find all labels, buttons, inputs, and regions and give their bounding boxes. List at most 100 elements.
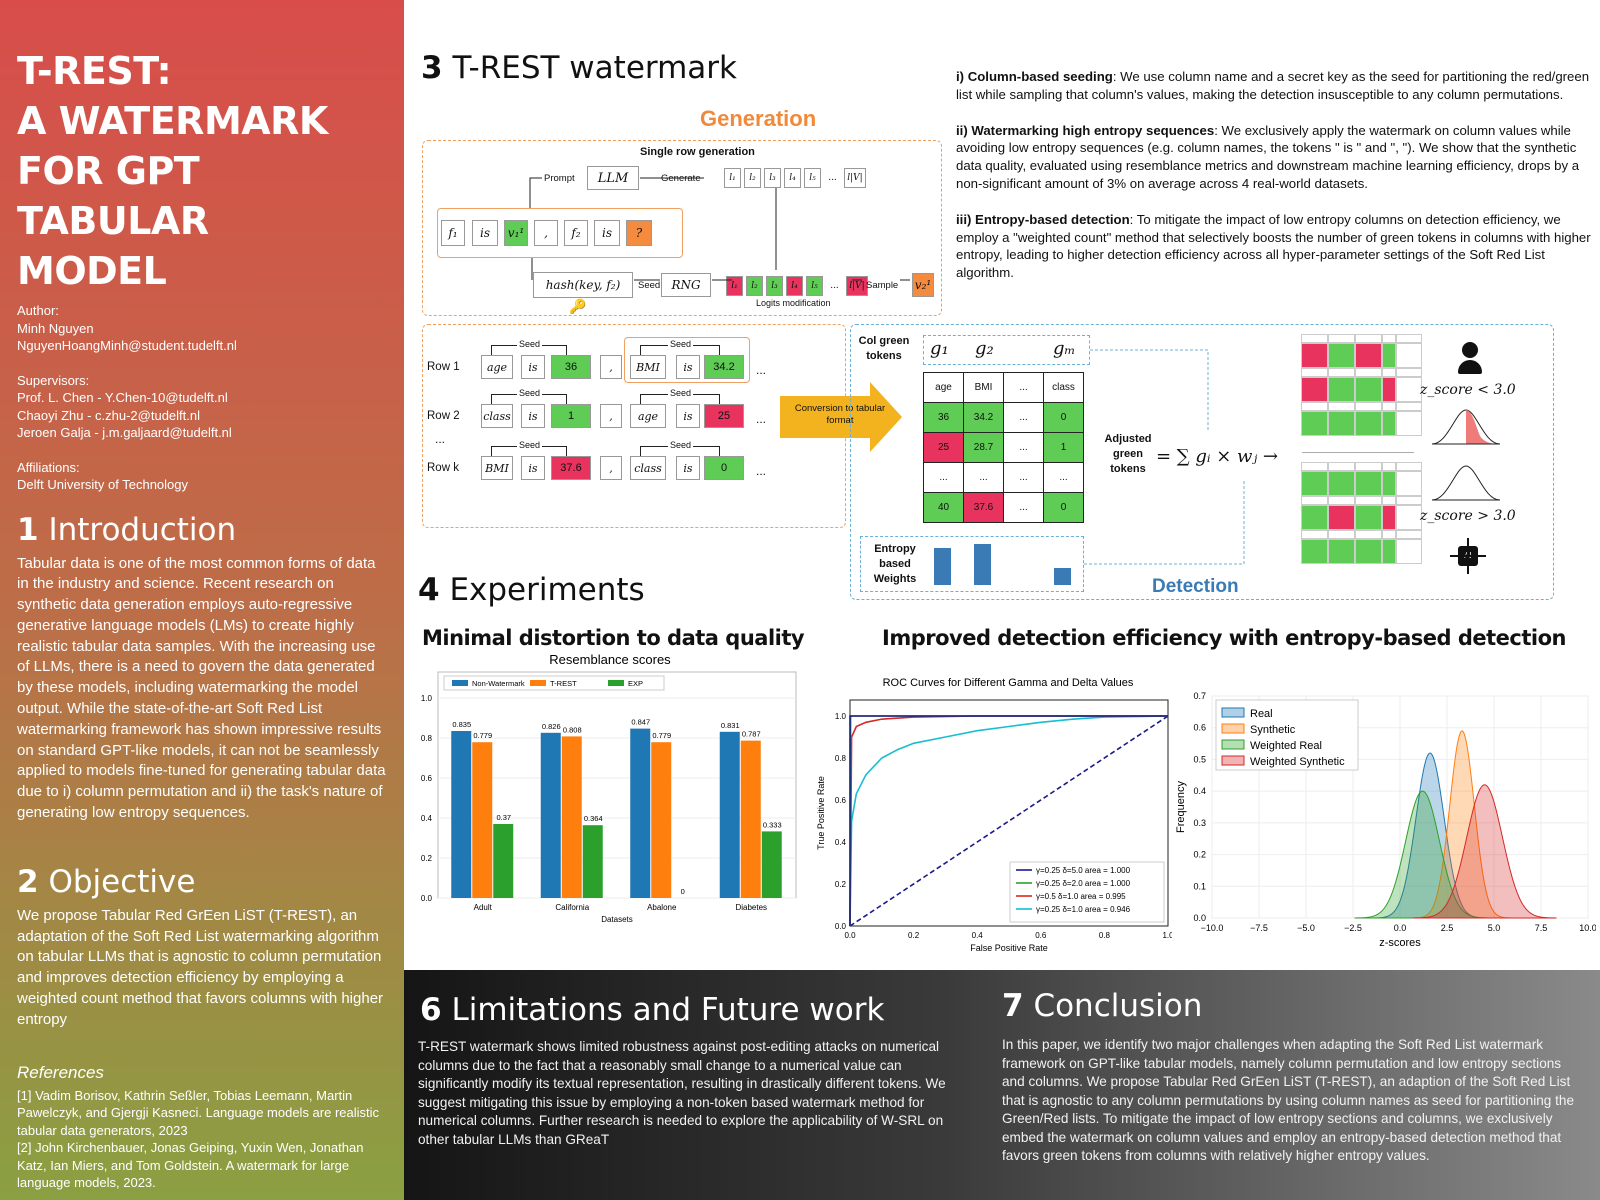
bell-curve-high [1431,465,1501,501]
table-cell: 28.7 [963,432,1004,463]
x-tick-label: 10.0 [1579,923,1596,933]
row-token: 34.2 [704,355,744,379]
seed-label: Seed [668,388,694,398]
g-label: g₂ [975,338,994,359]
table-cell: ... [963,462,1004,493]
logit-token: l₃ [766,276,783,296]
z-low-label: z_score < 3.0 [1420,382,1516,398]
grid-cell [1355,402,1382,411]
y-tick-label: 0.4 [1193,786,1206,796]
row-token: is [676,456,700,480]
x-tick-label: 0.2 [908,931,920,940]
input-token-box [437,208,683,258]
generation-arrows [529,177,910,281]
row-ellipsis: ... [435,432,446,446]
legend-swatch [1221,707,1245,718]
grid-cell [1301,334,1328,343]
author-block: Author: Minh Nguyen NguyenHoangMinh@stud… [17,302,388,494]
left-column: T-REST: A WATERMARK FOR GPT TABULAR MODE… [0,0,404,1200]
row-token: , [600,355,622,379]
row-token: class [630,456,666,480]
y-tick-label: 0.3 [1193,818,1206,828]
bell-curve-low [1431,409,1501,445]
grid-cell [1396,343,1422,368]
vocab-token: ... [828,173,837,183]
seed-label: Seed [517,388,543,398]
x-tick-label: 0.4 [972,931,984,940]
row-token: BMI [630,355,666,379]
token: ? [626,220,652,246]
bar [740,740,761,898]
roc-series [849,715,1169,927]
grid-cell [1301,496,1328,505]
prompt-label: Prompt [544,173,575,184]
author-label: Author: [17,303,59,318]
token: , [534,220,558,246]
limitations-text: T-REST watermark shows limited robustnes… [418,1039,946,1147]
bar [761,831,782,898]
row-token: age [630,404,666,428]
generation-box [422,140,942,316]
row-token: 37.6 [551,456,591,480]
y-tick-label: 1.0 [421,694,433,703]
y-tick-label: 0.6 [1193,723,1206,733]
entropy-box [860,536,1084,592]
grid-cell [1328,377,1355,402]
author-name: Minh Nguyen [17,320,94,336]
grid-cell [1355,530,1382,539]
grid-cell [1328,402,1355,411]
y-tick-label: 0.8 [835,754,847,763]
formula: = ∑ gᵢ × wⱼ → [1156,446,1279,467]
logit-token: l₁ [726,276,743,296]
token: v₁¹ [504,220,528,246]
table-cell: 0 [1043,492,1084,523]
vocab-token: l₃ [764,168,781,188]
vocab-token: l|V| [844,168,866,188]
legend-swatch [452,680,468,686]
grid-cell [1355,462,1382,471]
y-tick-label: 0.0 [835,922,847,931]
bar-label: 0.364 [584,814,603,823]
detection-connectors [1084,349,1245,565]
bar-label: 0.787 [742,730,761,739]
grid-cell [1355,505,1382,530]
row-token: is [676,404,700,428]
y-tick-label: 0.5 [1193,754,1206,764]
affiliations-label: Affiliations: [17,459,80,475]
bar [561,736,582,898]
grid-cell [1328,334,1355,343]
hash-box: hash(key, f₂) [533,272,633,298]
legend-label: γ=0.25 δ=2.0 area = 1.000 [1036,879,1131,888]
y-tick-label: 0.4 [421,814,433,823]
table-cell: 37.6 [963,492,1004,523]
table-cell: ... [1003,432,1044,463]
conversion-arrow [780,382,902,452]
y-tick-label: 0.8 [421,734,433,743]
grid-cell [1382,496,1396,505]
row-token: age [481,355,513,379]
y-tick-label: 0.0 [421,894,433,903]
legend: Non-Watermark T-REST EXP [443,675,665,691]
x-tick-label: 7.5 [1535,923,1548,933]
row-token: , [600,404,622,428]
bar-label: 0.333 [763,820,782,829]
token: f₂ [564,220,588,246]
grid-cell [1328,462,1355,471]
legend-label: Weighted Synthetic [1250,756,1345,768]
bar-label: 0.808 [563,725,582,734]
seed-label: Seed [668,440,694,450]
bar [493,824,514,898]
seed-label: Seed [668,339,694,349]
affiliation: Delft University of Technology [17,477,189,492]
x-axis-label: False Positive Rate [970,943,1048,953]
table-cell: ... [923,462,964,493]
density-series [1373,752,1487,919]
x-tick-label: Diabetes [735,903,767,912]
row-dots: ... [756,412,767,426]
x-tick-label: −5.0 [1297,923,1315,933]
vocab-token: l₂ [744,168,761,188]
table-cell: ... [1003,492,1044,523]
bar-label: 0.779 [473,731,492,740]
y-tick-label: 1.0 [835,712,847,721]
poster-title: T-REST: A WATERMARK FOR GPT TABULAR MODE… [17,46,388,296]
